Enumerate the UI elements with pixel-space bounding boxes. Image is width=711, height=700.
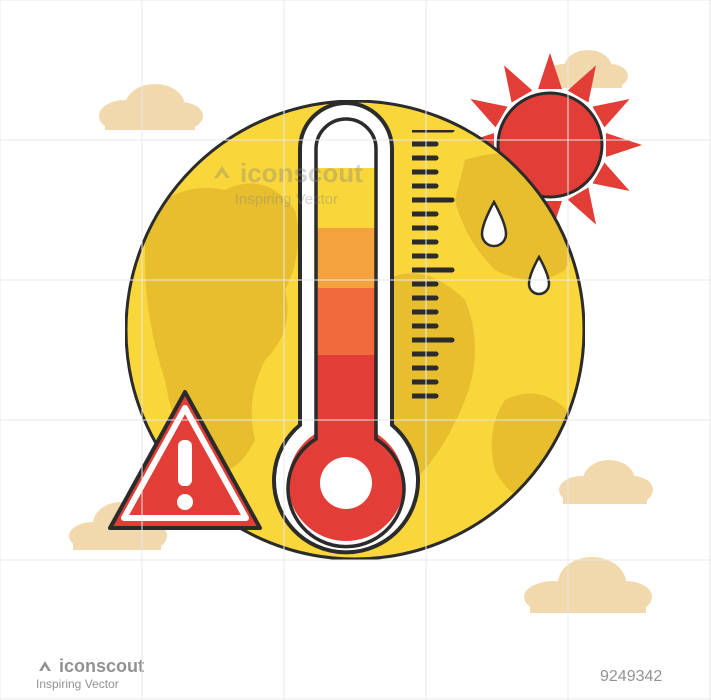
warning-sign-icon — [102, 382, 268, 548]
watermark-logo-text-bottom: iconscout — [59, 656, 144, 677]
watermark-logo-icon — [210, 162, 234, 186]
watermark-author-bottom: Inspiring Vector — [36, 677, 144, 691]
sweat-drop-1 — [478, 200, 510, 248]
thermometer-scale — [412, 130, 462, 430]
sweat-drop-2 — [525, 255, 553, 297]
watermark-logo-text: iconscout — [240, 158, 363, 189]
infographic-canvas: iconscout Inspiring Vector iconscout Ins… — [0, 0, 711, 700]
asset-id: 9249342 — [600, 668, 662, 686]
watermark-logo-icon-small — [36, 658, 54, 676]
watermark-bottom: iconscout Inspiring Vector — [36, 656, 144, 691]
cloud-4 — [555, 458, 655, 504]
watermark-author-center: Inspiring Vector — [210, 191, 363, 208]
cloud-5 — [520, 555, 655, 613]
watermark-center: iconscout Inspiring Vector — [210, 158, 363, 208]
